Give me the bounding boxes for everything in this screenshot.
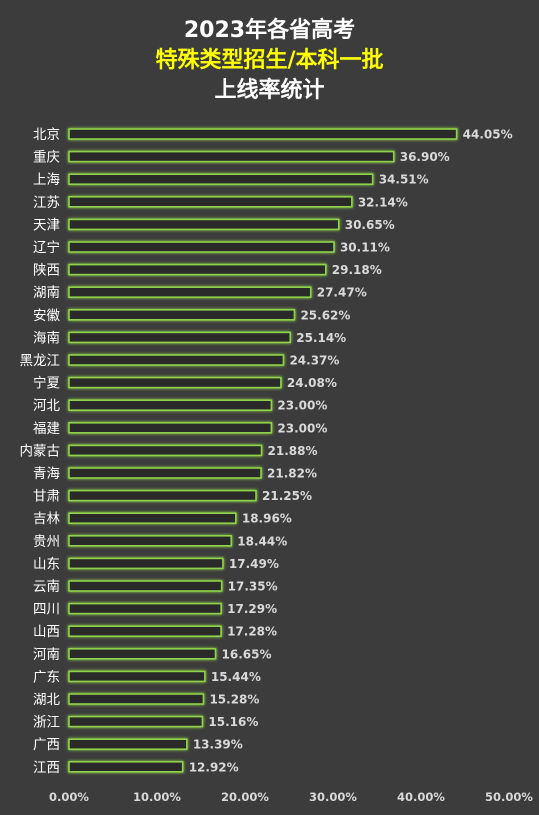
value-label: 21.25% — [262, 489, 312, 503]
category-label: 内蒙古 — [20, 443, 61, 459]
category-label: 江苏 — [33, 195, 60, 211]
category-label: 福建 — [33, 421, 60, 437]
category-label: 河南 — [33, 647, 60, 663]
category-label: 山西 — [33, 624, 60, 640]
value-label: 15.16% — [208, 715, 258, 729]
x-tick-label: 20.00% — [221, 790, 269, 804]
bar — [68, 263, 327, 276]
value-label: 24.08% — [287, 376, 337, 390]
category-label: 安徽 — [33, 308, 60, 324]
bar — [68, 647, 217, 660]
value-label: 44.05% — [463, 128, 513, 142]
value-label: 17.35% — [228, 580, 278, 594]
category-label: 上海 — [33, 172, 60, 188]
bar — [68, 580, 223, 592]
value-label: 18.44% — [237, 534, 287, 548]
category-label: 青海 — [33, 466, 60, 482]
category-label: 云南 — [33, 579, 60, 595]
value-label: 25.62% — [300, 308, 350, 322]
bar — [68, 331, 292, 344]
value-label: 15.28% — [209, 693, 259, 707]
value-label: 29.18% — [332, 263, 382, 277]
x-tick-label: 10.00% — [133, 790, 181, 804]
value-label: 12.92% — [189, 760, 239, 774]
x-tick-label: 50.00% — [485, 790, 533, 804]
category-label: 宁夏 — [33, 375, 60, 392]
category-label: 广西 — [33, 737, 60, 753]
value-label: 25.14% — [296, 331, 346, 345]
category-label: 海南 — [33, 330, 60, 346]
value-label: 23.00% — [277, 421, 327, 435]
bar — [68, 354, 285, 366]
category-label: 河北 — [33, 398, 60, 414]
bar — [68, 467, 262, 479]
category-label: 四川 — [33, 602, 60, 618]
value-label: 15.44% — [211, 670, 261, 684]
bar — [68, 128, 458, 140]
category-label: 湖北 — [33, 692, 60, 708]
category-label: 黑龙江 — [20, 353, 61, 369]
title-line-1: 2023年各省高考 — [183, 18, 356, 43]
category-label: 贵州 — [33, 534, 60, 550]
value-label: 30.11% — [340, 241, 390, 255]
bar — [68, 557, 224, 570]
bar — [68, 670, 206, 683]
value-label: 21.88% — [268, 444, 318, 458]
bar — [68, 693, 205, 705]
value-label: 18.96% — [242, 512, 292, 526]
category-label: 天津 — [33, 217, 60, 233]
category-label: 广东 — [33, 669, 60, 685]
bar — [68, 444, 263, 457]
value-label: 13.39% — [193, 738, 243, 752]
bar — [68, 399, 273, 412]
value-label: 17.29% — [227, 602, 277, 616]
bar — [68, 173, 374, 185]
value-label: 30.65% — [345, 218, 395, 232]
value-label: 34.51% — [379, 173, 429, 187]
bar — [68, 308, 296, 321]
x-tick-label: 30.00% — [309, 790, 357, 804]
bar — [68, 150, 395, 163]
bar — [68, 602, 222, 615]
title-line-2: 特殊类型招生/本科一批 — [155, 48, 384, 73]
category-label: 北京 — [33, 127, 60, 143]
category-label: 陕西 — [33, 263, 60, 279]
bar — [68, 625, 222, 638]
value-label: 32.14% — [358, 195, 408, 209]
category-label: 湖南 — [33, 285, 60, 301]
value-label: 36.90% — [400, 150, 450, 164]
value-label: 23.00% — [277, 399, 327, 413]
category-label: 重庆 — [33, 150, 60, 166]
category-label: 山东 — [33, 556, 60, 572]
value-label: 24.37% — [289, 354, 339, 368]
category-label: 辽宁 — [33, 239, 60, 256]
bar — [68, 489, 257, 502]
chart-title: 2023年各省高考 特殊类型招生/本科一批 上线率统计 — [0, 16, 539, 106]
bar — [68, 286, 312, 299]
value-label: 17.49% — [229, 557, 279, 571]
category-label: 甘肃 — [33, 489, 60, 505]
bar — [68, 760, 184, 773]
category-label: 吉林 — [33, 511, 60, 527]
title-line-3: 上线率统计 — [214, 78, 325, 103]
value-label: 17.28% — [227, 625, 277, 639]
bar — [68, 512, 237, 525]
category-label: 浙江 — [33, 715, 60, 731]
bar — [68, 421, 273, 434]
category-label: 江西 — [33, 760, 60, 776]
value-label: 16.65% — [222, 647, 272, 661]
value-label: 27.47% — [317, 286, 367, 300]
x-tick-label: 40.00% — [397, 790, 445, 804]
bar — [68, 715, 204, 728]
bar — [68, 534, 233, 547]
bar — [68, 241, 335, 253]
bar — [68, 218, 340, 231]
bar — [68, 376, 282, 389]
value-label: 21.82% — [267, 467, 317, 481]
bar — [68, 196, 353, 208]
bar — [68, 738, 188, 751]
x-tick-label: 0.00% — [49, 790, 89, 804]
